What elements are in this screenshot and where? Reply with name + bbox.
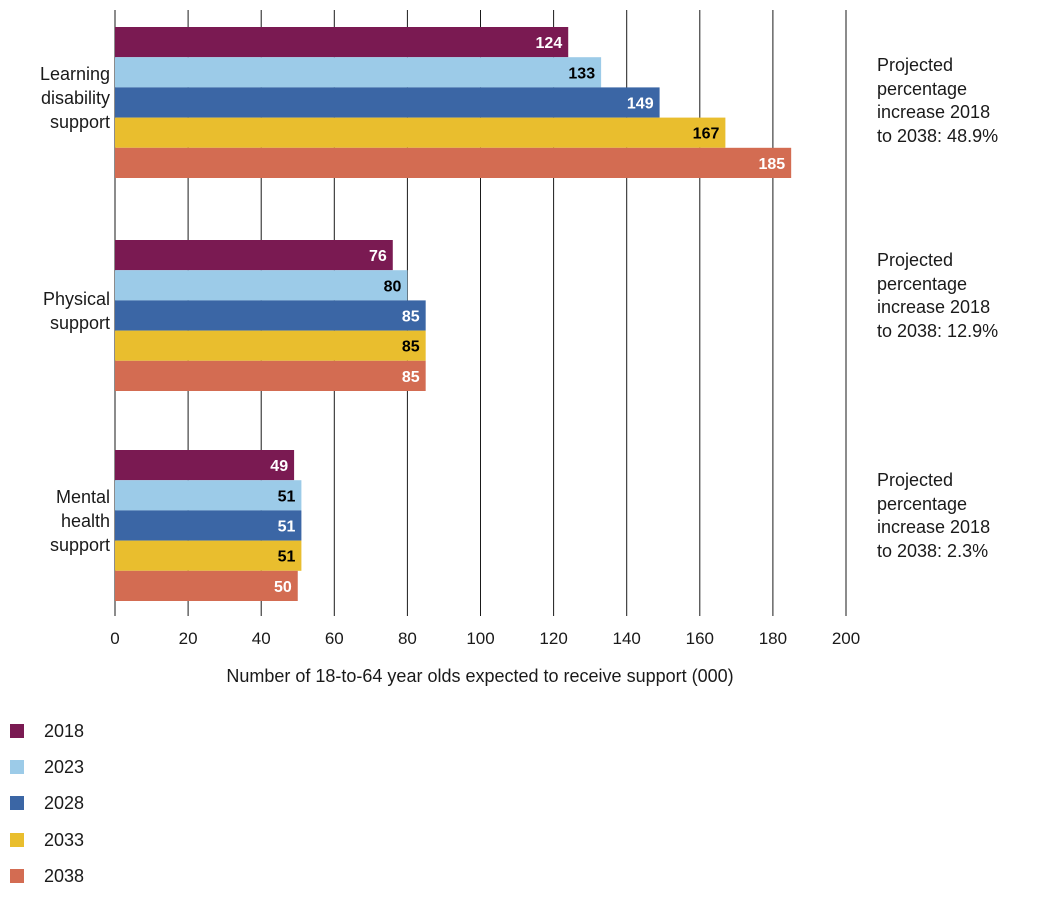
category-label: Physical support — [0, 287, 110, 335]
x-tick-label: 40 — [252, 629, 271, 648]
x-tick-label: 100 — [466, 629, 494, 648]
projected-increase-note-line: Projected — [877, 250, 954, 270]
legend-swatch — [10, 760, 24, 775]
x-tick-label: 140 — [613, 629, 641, 648]
bar — [115, 57, 602, 88]
category-label-line: support — [49, 112, 110, 132]
projected-increase-note-line: increase 2018 — [877, 297, 991, 317]
legend-label: 2038 — [44, 865, 85, 886]
category-label: Learning disability support — [0, 62, 110, 134]
category-label-line: Physical — [42, 289, 110, 309]
projected-increase-note-line: to 2038: 12.9% — [877, 320, 999, 341]
bar-value-label: 167 — [693, 126, 720, 143]
legend-swatch — [10, 724, 24, 738]
bar — [115, 117, 726, 148]
bar-value-label: 76 — [369, 248, 387, 265]
projected-increase-note-line: percentage — [877, 493, 968, 514]
category-label-line: health — [60, 511, 110, 531]
projected-increase-note-line: to 2038: 2.3% — [877, 540, 989, 561]
bar-value-label: 51 — [278, 549, 296, 566]
legend-swatch — [10, 868, 24, 883]
category-label-line: Mental — [55, 487, 110, 507]
bar-value-label: 85 — [402, 339, 420, 356]
bar-value-label: 185 — [758, 156, 785, 173]
x-tick-label: 0 — [110, 629, 119, 648]
bar-value-label: 85 — [402, 309, 420, 326]
bar-value-label: 51 — [278, 488, 296, 505]
bar — [115, 330, 426, 361]
legend-label: 2033 — [44, 829, 85, 850]
legend-label: 2023 — [44, 757, 85, 778]
bar — [115, 450, 295, 481]
bars — [115, 27, 792, 601]
legend-label: 2018 — [44, 721, 85, 741]
bar — [115, 360, 426, 391]
x-axis-label: Number of 18-to-64 year olds expected to… — [226, 666, 734, 686]
bar — [115, 570, 298, 601]
projected-increase-note-line: increase 2018 — [877, 102, 991, 122]
bar — [115, 540, 302, 571]
x-tick-label: 200 — [832, 629, 860, 648]
bar-value-label: 80 — [384, 278, 402, 295]
projected-increase-note-line: increase 2018 — [877, 517, 991, 537]
bar — [115, 27, 569, 58]
projected-increase-note-line: percentage — [877, 273, 968, 294]
legend-swatch — [10, 796, 24, 811]
bar-value-label: 49 — [270, 458, 288, 475]
projected-increase-note-line: percentage — [877, 78, 968, 99]
category-label: Mental health support — [0, 485, 110, 557]
bar-value-label: 124 — [536, 35, 563, 52]
projected-increase-note-line: Projected — [877, 55, 954, 75]
bar-value-label: 149 — [627, 96, 654, 113]
projected-increase-note: Projected percentage increase 2018 to 2038:… — [877, 469, 1052, 563]
category-label-line: support — [49, 313, 110, 333]
x-tick-label: 180 — [759, 629, 787, 648]
x-tick-label: 160 — [686, 629, 714, 648]
bar-value-label: 51 — [278, 519, 296, 536]
x-tick-label: 120 — [539, 629, 567, 648]
bar — [115, 480, 302, 511]
category-label-line: Learning — [39, 64, 110, 84]
x-tick-label: 80 — [398, 629, 417, 648]
projected-increase-note: Projected percentage increase 2018 to 2038:… — [877, 54, 1052, 148]
bar — [115, 87, 660, 118]
bar-value-label: 50 — [274, 579, 292, 596]
x-tick-label: 60 — [325, 629, 344, 648]
category-label-line: disability — [40, 88, 110, 108]
bar — [115, 270, 408, 301]
projected-increase-note-line: Projected — [877, 470, 954, 490]
x-axis-ticks: 0 20 40 60 80 100 120 140 160 180 200 — [110, 629, 860, 648]
bar — [115, 510, 302, 541]
bar — [115, 240, 393, 271]
projected-increase-note-line: to 2038: 48.9% — [877, 125, 999, 146]
bar — [115, 147, 792, 178]
legend-swatch — [10, 832, 24, 847]
bar-value-label: 133 — [568, 65, 595, 82]
x-tick-label: 20 — [179, 629, 198, 648]
bar-value-label: 85 — [402, 369, 420, 386]
category-label-line: support — [49, 535, 110, 555]
legend-label: 2028 — [44, 793, 85, 814]
projected-increase-note: Projected percentage increase 2018 to 2038:… — [877, 249, 1052, 343]
bar — [115, 300, 426, 331]
